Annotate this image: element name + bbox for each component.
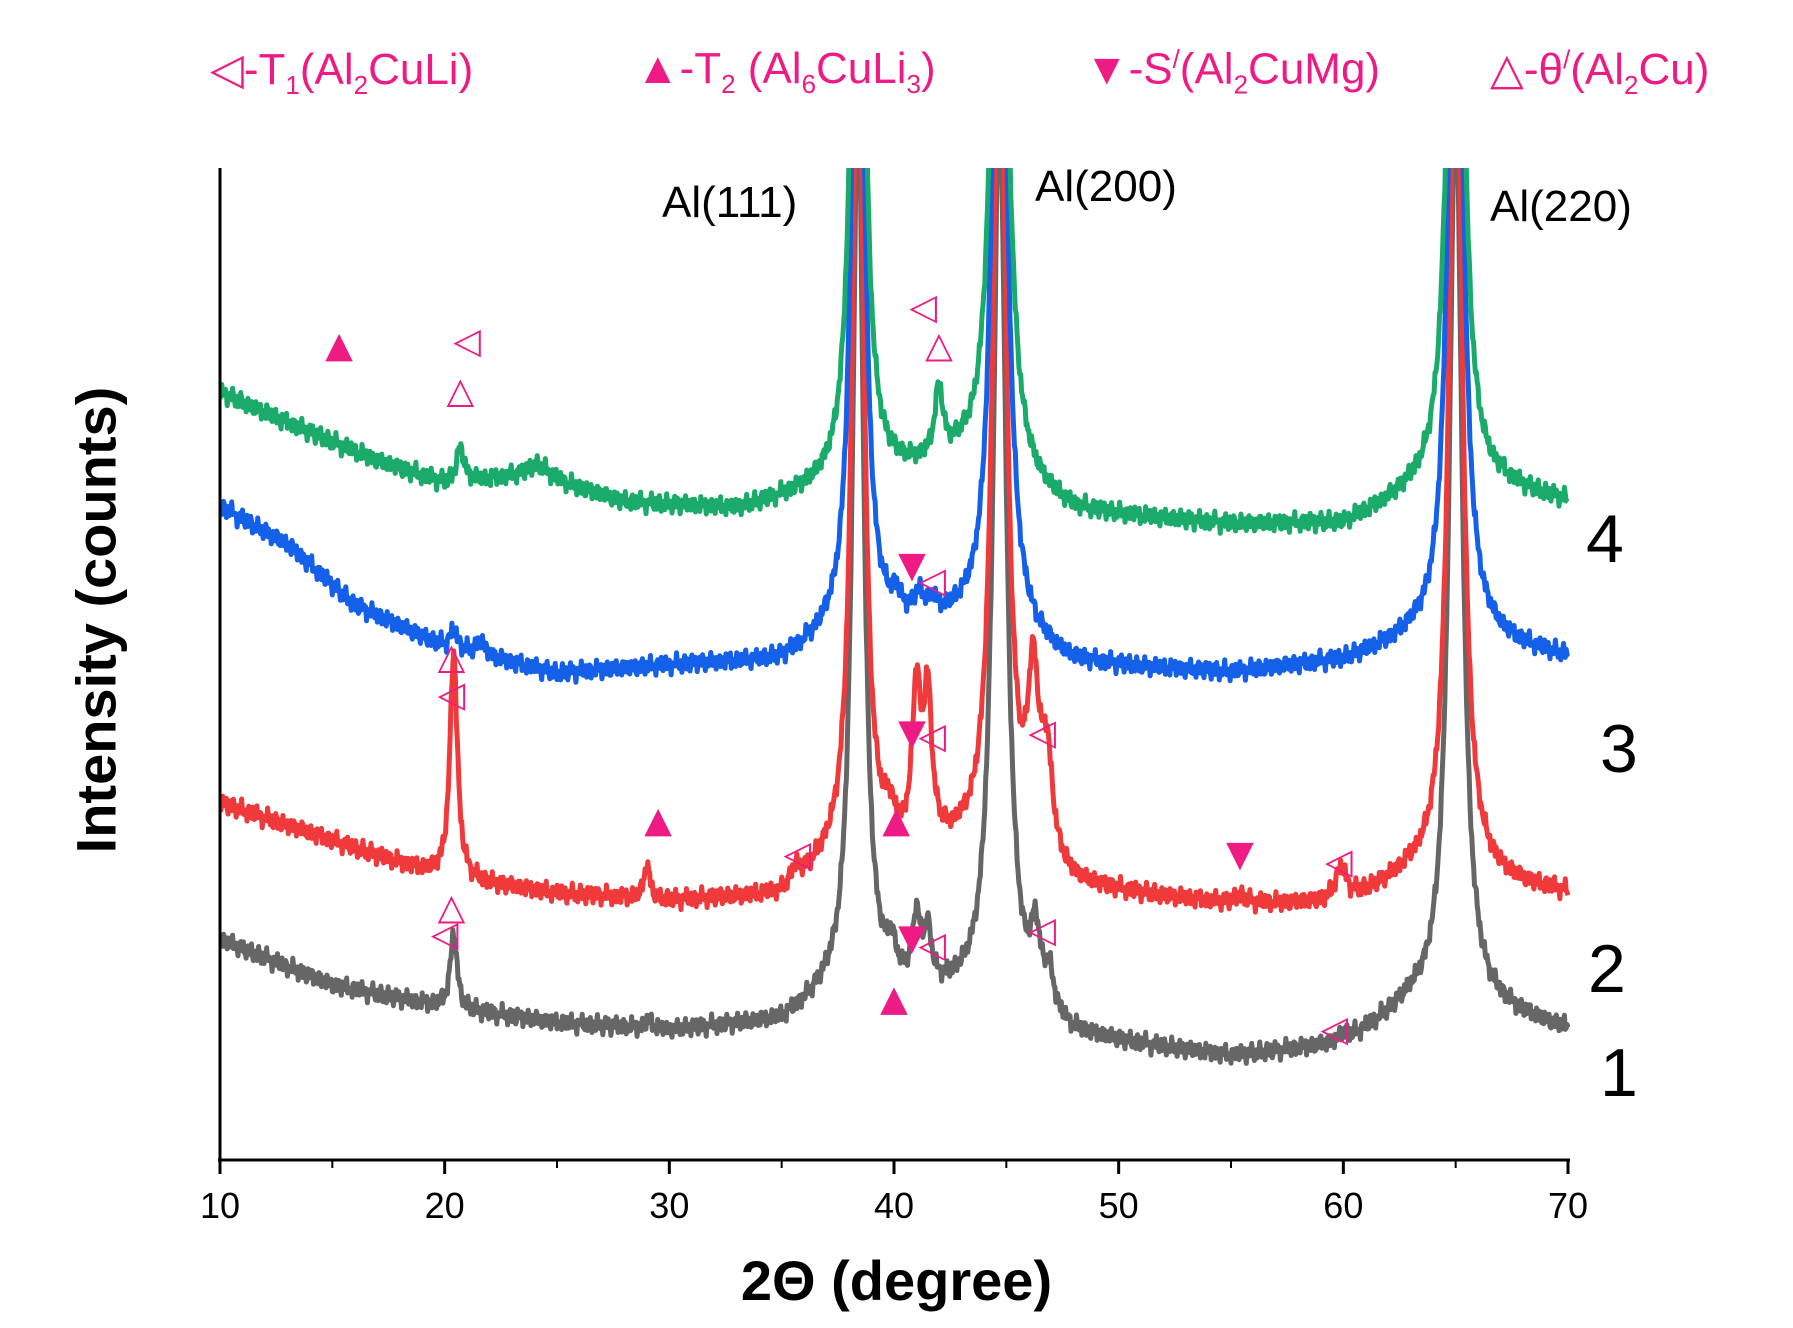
peak-label-al220: Al(220) xyxy=(1490,182,1632,231)
up-triangle-marker-series-4: △ xyxy=(925,325,953,366)
left-triangle-marker-series-2: ◁ xyxy=(438,674,466,715)
filled-up-triangle-icon: ▲ xyxy=(636,44,680,93)
left-triangle-marker-series-1: ◁ xyxy=(431,914,459,955)
legend-theta-sub2: 2 xyxy=(1623,69,1639,100)
x-tick-label: 20 xyxy=(425,1185,465,1226)
legend-s-text: -S xyxy=(1128,44,1173,94)
legend-t2-rest3: ) xyxy=(921,44,936,93)
left-triangle-marker-series-4: ◁ xyxy=(909,287,937,328)
peak-label-al111: Al(111) xyxy=(662,178,798,227)
legend-s-sub2: 2 xyxy=(1233,69,1249,100)
legend-t1-sub2: 2 xyxy=(353,69,369,100)
legend-theta-rest: (Al xyxy=(1570,45,1624,94)
filled-up-triangle-marker-series-2: ▲ xyxy=(882,800,910,841)
legend-s: ▼-S/(Al2CuMg) xyxy=(1085,44,1380,100)
filled-up-triangle-marker-series-4: ▲ xyxy=(325,325,353,366)
y-axis-label: Intensity (counts) xyxy=(64,386,128,854)
legend-t2-rest2: CuLi xyxy=(816,44,907,93)
x-axis-label: 2Θ (degree) xyxy=(740,1249,1053,1312)
x-tick-label: 60 xyxy=(1323,1185,1363,1226)
x-tick-label: 50 xyxy=(1099,1185,1139,1226)
x-tick-label: 10 xyxy=(200,1185,240,1226)
peak-label-al200: Al(200) xyxy=(1035,162,1177,211)
up-triangle-marker-series-1: △ xyxy=(438,887,466,928)
up-triangle-marker-series-4: △ xyxy=(447,370,475,411)
legend-t2-text: -T xyxy=(679,44,722,93)
legend-t2-sub2: 6 xyxy=(801,68,817,99)
left-triangle-marker-series-2: ◁ xyxy=(1325,842,1353,883)
up-triangle-marker-series-2: △ xyxy=(438,636,466,677)
curve-label-2: 2 xyxy=(1588,931,1626,1007)
legend-t1: ◁-T1(Al2CuLi) xyxy=(210,44,473,101)
left-triangle-marker-series-3: ◁ xyxy=(918,560,946,601)
curve-label-3: 3 xyxy=(1600,711,1638,787)
series-line-4 xyxy=(220,168,1570,536)
legend-t2-rest: (Al xyxy=(735,44,802,93)
legend-theta: △-θ/(Al2Cu) xyxy=(1490,44,1709,101)
series-line-1 xyxy=(220,168,1570,1066)
filled-up-triangle-marker-series-1: ▲ xyxy=(880,978,908,1019)
curve-label-1: 1 xyxy=(1600,1035,1638,1111)
filled-down-triangle-marker-series-2: ▼ xyxy=(898,712,926,753)
filled-up-triangle-marker-series-2: ▲ xyxy=(644,800,672,841)
left-triangle-marker-series-2: ◁ xyxy=(918,716,946,757)
left-triangle-marker-series-1: ◁ xyxy=(1321,1009,1349,1050)
curve-label-4: 4 xyxy=(1586,501,1624,577)
legend-t1-rest2: CuLi) xyxy=(368,45,474,94)
legend-s-rest2: CuMg) xyxy=(1248,44,1381,94)
legend-t1-rest: (Al xyxy=(299,45,354,94)
legend-theta-sup: / xyxy=(1562,44,1571,75)
left-triangle-icon: ◁ xyxy=(210,45,244,94)
left-triangle-marker-series-1: ◁ xyxy=(1028,910,1056,951)
series-line-2 xyxy=(220,168,1570,915)
left-triangle-marker-series-1: ◁ xyxy=(918,925,946,966)
filled-down-triangle-marker-series-1: ▼ xyxy=(898,918,926,959)
legend-s-sup: / xyxy=(1172,44,1180,74)
filled-down-triangle-icon: ▼ xyxy=(1085,44,1129,94)
left-triangle-marker-series-4: ◁ xyxy=(453,321,481,362)
x-tick-label: 70 xyxy=(1548,1185,1588,1226)
left-triangle-marker-series-2: ◁ xyxy=(1028,712,1056,753)
x-tick-label: 40 xyxy=(874,1185,914,1226)
legend-t2-sub: 2 xyxy=(721,68,736,99)
left-triangle-marker-series-2: ◁ xyxy=(784,834,812,875)
up-triangle-icon: △ xyxy=(1490,45,1524,94)
legend-theta-text: -θ xyxy=(1523,45,1563,94)
filled-down-triangle-marker-series-3: ▼ xyxy=(898,545,926,586)
legend-t2: ▲-T2 (Al6CuLi3) xyxy=(636,44,936,100)
legend-t1-text: -T xyxy=(243,45,286,94)
filled-down-triangle-marker-series-2: ▼ xyxy=(1226,834,1254,875)
legend-theta-rest2: Cu) xyxy=(1638,45,1710,94)
legend-t1-sub: 1 xyxy=(285,69,300,100)
series-line-3 xyxy=(220,168,1570,685)
legend-s-rest: (Al xyxy=(1179,44,1234,94)
legend-t2-sub3: 3 xyxy=(906,68,921,99)
x-tick-label: 30 xyxy=(649,1185,689,1226)
